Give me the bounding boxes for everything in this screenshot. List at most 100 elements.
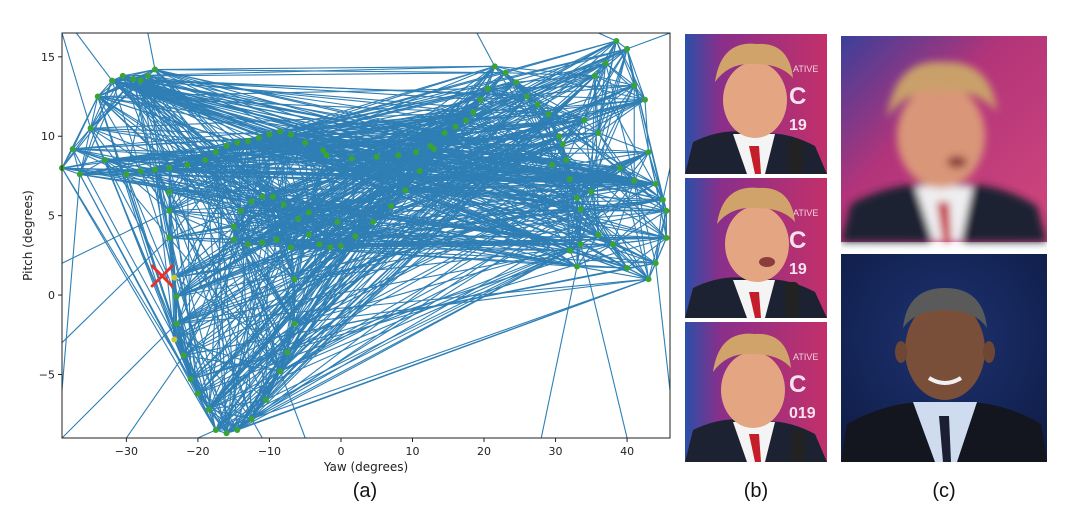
pose-point bbox=[248, 415, 255, 422]
triangulation-edge bbox=[580, 244, 628, 438]
y-tick-label: 5 bbox=[48, 210, 55, 223]
x-axis-label: Yaw (degrees) bbox=[323, 460, 408, 474]
triangulation-edge bbox=[125, 174, 177, 297]
pose-point bbox=[234, 139, 241, 146]
triangulation-edge bbox=[237, 142, 620, 169]
y-tick-label: −5 bbox=[39, 368, 55, 381]
triangulation-edge bbox=[598, 132, 635, 182]
pose-point bbox=[137, 168, 144, 175]
pose-point bbox=[566, 176, 573, 183]
y-tick-label: 15 bbox=[41, 51, 55, 64]
pose-point bbox=[123, 171, 130, 178]
svg-text:C: C bbox=[789, 227, 806, 254]
triangulation-edge bbox=[208, 409, 217, 431]
pose-point bbox=[205, 406, 212, 413]
triangulation-edge bbox=[398, 99, 646, 156]
pose-point bbox=[395, 152, 402, 159]
triangulation-edge bbox=[72, 148, 81, 175]
pose-point bbox=[413, 149, 420, 156]
triangulation-edge bbox=[169, 237, 234, 241]
triangulation-edge bbox=[265, 243, 581, 401]
triangulation-edge bbox=[62, 167, 192, 380]
pose-point bbox=[262, 396, 269, 403]
triangulation-edge bbox=[576, 167, 621, 199]
triangulation-edge bbox=[174, 238, 277, 279]
y-tick-label: 0 bbox=[48, 289, 55, 302]
triangulation-edge bbox=[405, 180, 635, 191]
triangulation-edge bbox=[619, 167, 650, 280]
triangulation-edge bbox=[208, 370, 281, 410]
triangulation-edge bbox=[598, 33, 617, 42]
y-tick-label: 10 bbox=[41, 130, 55, 143]
triangulation-edge bbox=[526, 96, 553, 166]
synthesized-frame bbox=[841, 36, 1047, 242]
triangulation-edge bbox=[62, 210, 170, 264]
triangulation-edge bbox=[237, 142, 635, 182]
pose-point bbox=[280, 201, 287, 208]
triangulation-edge bbox=[576, 198, 582, 245]
pose-point bbox=[270, 193, 277, 200]
pose-point bbox=[287, 244, 294, 251]
x-tick-label: −20 bbox=[186, 445, 209, 458]
triangulation-edge bbox=[398, 154, 578, 199]
triangulation-edge bbox=[154, 169, 356, 237]
panel-c-frames bbox=[841, 36, 1047, 462]
triangulation-edge bbox=[147, 33, 156, 70]
triangulation-edge bbox=[487, 66, 496, 89]
query-x-stroke bbox=[150, 264, 174, 288]
triangulation-edge bbox=[104, 99, 646, 161]
triangulation-edge bbox=[294, 278, 649, 325]
triangulation-edge bbox=[612, 199, 664, 245]
triangulation-edge bbox=[215, 250, 571, 431]
pose-point bbox=[187, 376, 194, 383]
triangulation-edge bbox=[476, 33, 496, 67]
triangulation-edge bbox=[405, 167, 620, 191]
highlighted-pose-point bbox=[171, 336, 178, 343]
triangulation-edge bbox=[598, 132, 621, 169]
triangulation-edge bbox=[79, 128, 92, 175]
pose-point bbox=[631, 82, 638, 89]
triangulation-edge bbox=[111, 80, 310, 213]
pose-point bbox=[230, 223, 237, 230]
triangulation-edge bbox=[251, 278, 649, 420]
triangulation-edge bbox=[140, 80, 645, 101]
pose-point bbox=[287, 131, 294, 138]
triangulation-edge bbox=[251, 155, 328, 420]
triangulation-edge bbox=[226, 145, 420, 172]
pose-point bbox=[87, 125, 94, 132]
pose-point bbox=[284, 349, 291, 356]
pose-point bbox=[230, 236, 237, 243]
triangulation-edge bbox=[90, 96, 99, 129]
triangulation-edge bbox=[644, 99, 650, 153]
pose-point bbox=[645, 276, 652, 283]
triangulation-edge bbox=[262, 99, 481, 198]
pose-point bbox=[137, 77, 144, 84]
triangulation-edge bbox=[576, 197, 628, 269]
svg-text:19: 19 bbox=[789, 117, 807, 134]
triangulation-edge bbox=[122, 68, 156, 77]
pose-point bbox=[388, 203, 395, 210]
triangulation-edge bbox=[169, 111, 474, 212]
triangulation-edge bbox=[308, 40, 617, 213]
triangulation-edge bbox=[279, 96, 528, 372]
x-tick-label: −30 bbox=[115, 445, 138, 458]
triangulation-edge bbox=[190, 378, 238, 431]
triangulation-edge bbox=[576, 243, 614, 267]
triangulation-edge bbox=[233, 239, 295, 324]
pose-point bbox=[316, 241, 323, 248]
pose-point bbox=[574, 195, 581, 202]
second-subject-frame bbox=[841, 254, 1047, 462]
triangulation-edge bbox=[186, 164, 288, 353]
triangulation-edge bbox=[197, 243, 581, 395]
pose-point bbox=[545, 111, 552, 117]
triangulation-edge bbox=[226, 119, 585, 147]
triangulation-edge bbox=[97, 96, 299, 220]
triangulation-edge bbox=[104, 159, 192, 380]
panel-b-frames: ATIVE C 19 ATIVE C 19 bbox=[685, 34, 827, 462]
svg-text:19: 19 bbox=[789, 261, 807, 278]
pose-point bbox=[244, 138, 251, 144]
caption-b: (b) bbox=[743, 480, 769, 502]
triangulation-edge bbox=[79, 159, 106, 175]
triangulation-edge bbox=[79, 174, 199, 394]
pose-point bbox=[194, 390, 201, 397]
